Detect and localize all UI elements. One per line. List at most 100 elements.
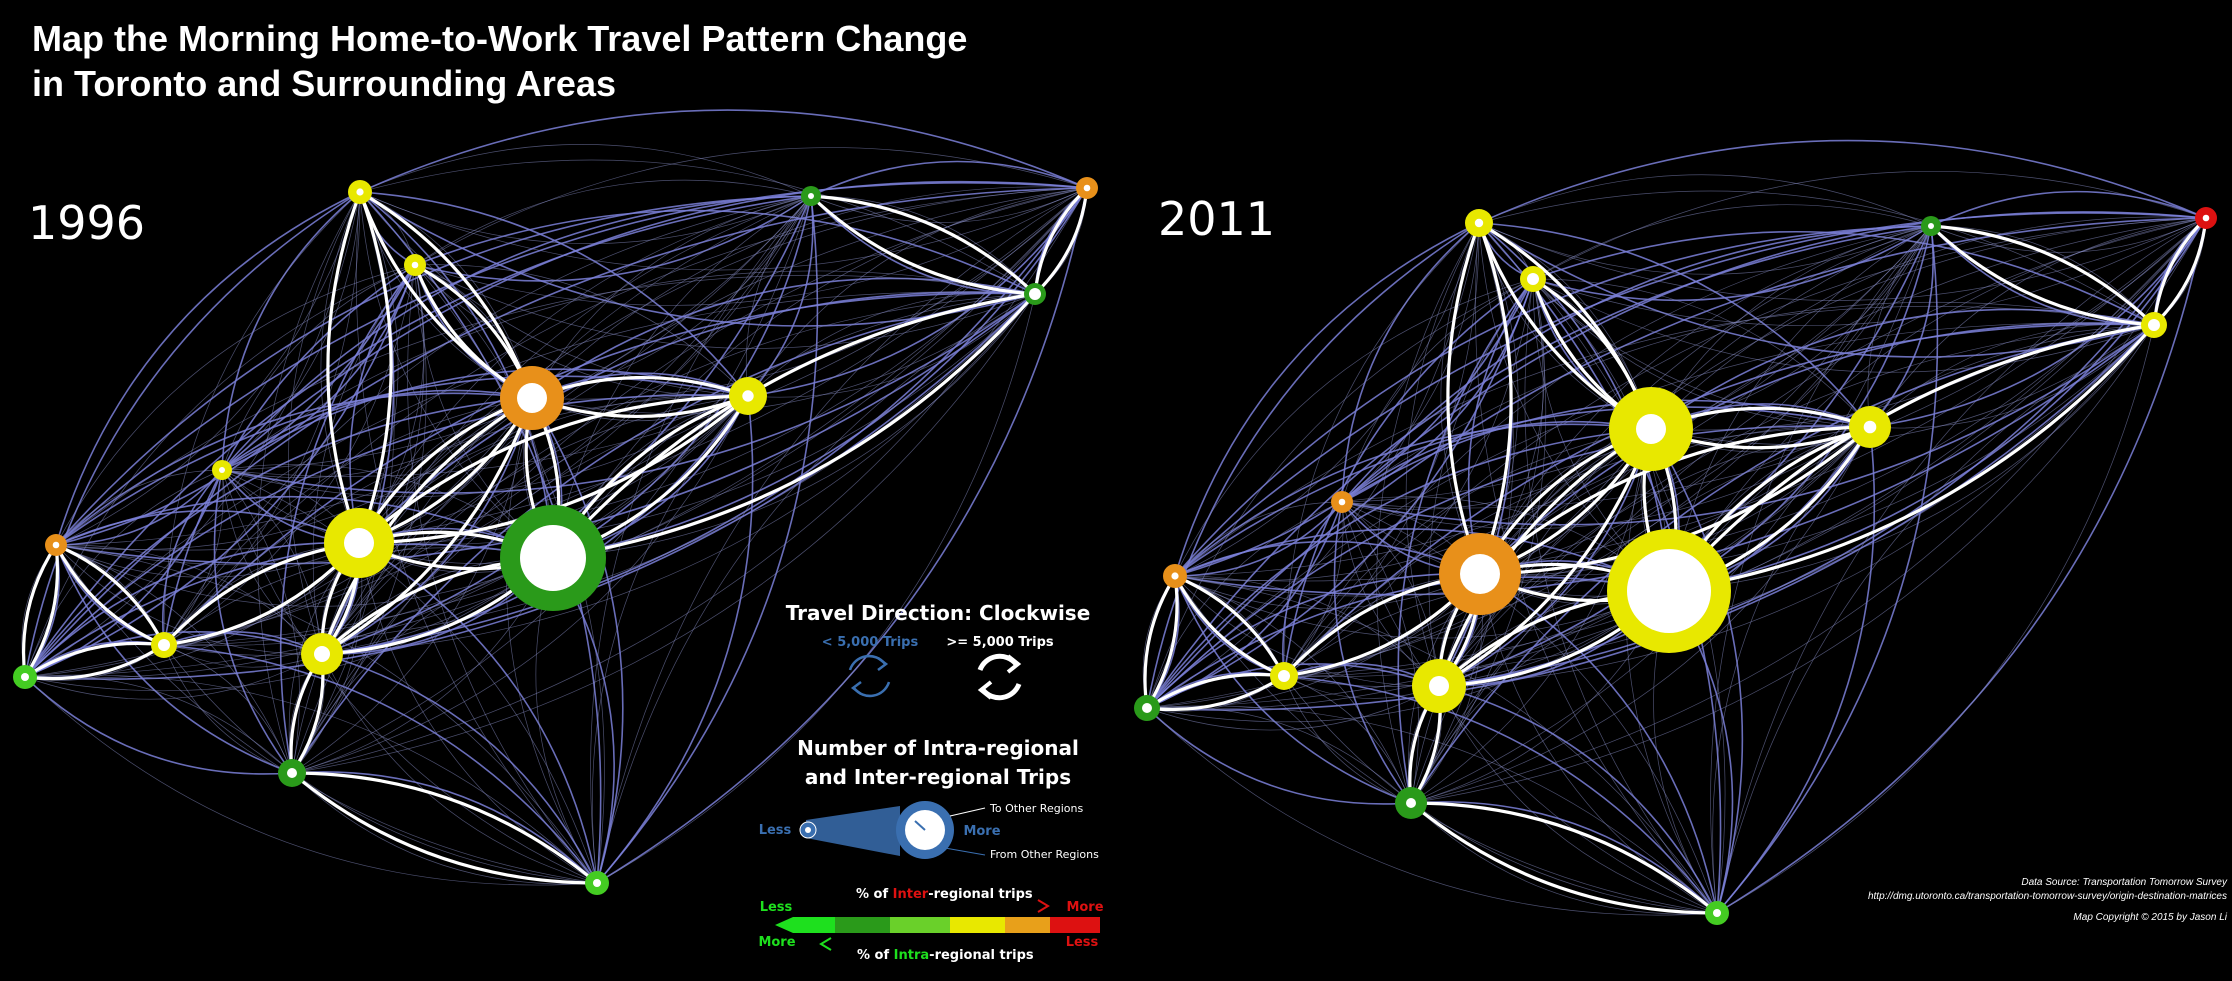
flow-line-minor [1428, 278, 1534, 687]
flow-line-minor [355, 191, 598, 884]
flow-line-minor [1668, 324, 2155, 592]
region-nodes [1134, 207, 2217, 925]
flow-line-minor [359, 191, 812, 244]
region-node [1921, 216, 1941, 236]
flow-line-minor [1174, 501, 1343, 577]
flow-line-minor [596, 187, 1088, 884]
flow-line-minor [1174, 501, 1343, 577]
node-inner-core [1142, 703, 1152, 713]
flow-line-minor [1438, 217, 2207, 687]
node-inner-core [1029, 288, 1041, 300]
flow-line-minor [1146, 426, 1871, 710]
flow-line-minor [596, 395, 754, 884]
flow-line-minor [1283, 217, 2207, 677]
flow-line-minor [1283, 278, 1534, 677]
flow-line-minor [163, 644, 293, 774]
flow-line-minor [55, 274, 1036, 546]
region-nodes [13, 177, 1098, 895]
flow-line-minor [291, 395, 749, 774]
region-node [1024, 283, 1046, 305]
region-node [301, 633, 343, 675]
flow-line-minor [1283, 225, 1932, 677]
flow-line-minor [1146, 706, 1412, 804]
node-inner-core [1460, 554, 1500, 594]
flow-line-minor [162, 469, 223, 646]
flow-line-minor [1174, 575, 1440, 687]
flow-line-minor [358, 542, 598, 884]
flow-line-minor [321, 653, 598, 884]
node-inner-core [1863, 420, 1877, 434]
flow-line-major [23, 544, 60, 678]
flow-line-minor [1283, 675, 1412, 804]
node-inner-core [593, 879, 601, 887]
node-inner-core [517, 383, 547, 413]
flow-line-minor [1146, 685, 1440, 731]
flow-line-minor [321, 653, 598, 884]
flow-line-minor [291, 397, 533, 774]
legend-size-less: Less [759, 823, 792, 838]
flow-line-minor [358, 293, 1036, 546]
flow-line-major [1929, 224, 2155, 327]
scale-less-bottom: Less [1066, 935, 1099, 950]
flow-line-minor [1438, 324, 2155, 687]
title-line-2: in Toronto and Surrounding Areas [32, 63, 616, 104]
flow-line-minor [1146, 322, 2155, 709]
credit-source: Data Source: Transportation Tomorrow Sur… [2021, 877, 2227, 888]
flow-line-minor [1174, 278, 1534, 577]
flow-line-minor [359, 144, 812, 197]
flow-line-minor [1333, 501, 1412, 804]
flow-line-minor [55, 182, 1088, 546]
flow-line-minor [1438, 324, 2155, 687]
flow-line-minor [288, 191, 361, 655]
flow-line-minor [55, 392, 533, 546]
flow-line-minor [55, 544, 598, 884]
region-node [1134, 695, 1160, 721]
flow-line-minor [1479, 217, 2207, 575]
flow-line-major [291, 771, 599, 885]
region-node [1395, 787, 1427, 819]
flow-line-minor [1174, 575, 1412, 804]
flow-line-minor [596, 293, 1036, 884]
node-inner-core [1278, 670, 1290, 682]
region-node [404, 254, 426, 276]
credit-url: http://dmg.utoronto.ca/transportation-to… [1867, 891, 2227, 902]
region-node [500, 366, 564, 430]
flow-line-minor [1146, 222, 1480, 709]
flow-line-minor [1146, 707, 1718, 916]
flow-line-minor [1146, 705, 1718, 914]
node-inner-core [1928, 223, 1934, 229]
node-inner-core [1627, 549, 1711, 633]
flow-line-major [1146, 674, 1285, 712]
flow-line-minor [358, 187, 1088, 544]
flow-line-minor [163, 293, 1036, 646]
flow-line-minor [1438, 685, 1718, 914]
flow-line-minor [1283, 501, 1344, 677]
flow-line-minor [1478, 222, 1519, 575]
flow-line-minor [221, 264, 416, 471]
flow-line-minor [213, 469, 293, 774]
node-inner-core [1527, 273, 1539, 285]
flow-line-minor [1341, 501, 1440, 687]
flow-line-minor [1532, 225, 1932, 302]
flow-line-major [1146, 672, 1285, 710]
flow-line-minor [24, 557, 554, 692]
region-node [324, 508, 394, 578]
flow-line-minor [1174, 575, 1670, 639]
flow-line-major [1438, 428, 1653, 688]
flow-line-minor [349, 264, 416, 544]
scale-less-top: Less [760, 900, 793, 915]
flow-line-minor [163, 397, 533, 646]
node-inner-core [158, 639, 170, 651]
flow-line-minor [163, 469, 224, 646]
flow-line-minor [163, 187, 1088, 646]
flow-line-major [24, 643, 165, 681]
flow-line-minor [1146, 225, 1932, 709]
flow-line-minor [321, 293, 1036, 655]
flow-line-minor [1479, 322, 2155, 575]
flow-line-minor [1479, 324, 2155, 577]
flow-line-minor [1146, 707, 1412, 805]
scale-more-top: More [1066, 900, 1103, 915]
flow-line-major [21, 544, 58, 678]
inter-regional-label: % of Inter-regional trips [856, 887, 1033, 902]
